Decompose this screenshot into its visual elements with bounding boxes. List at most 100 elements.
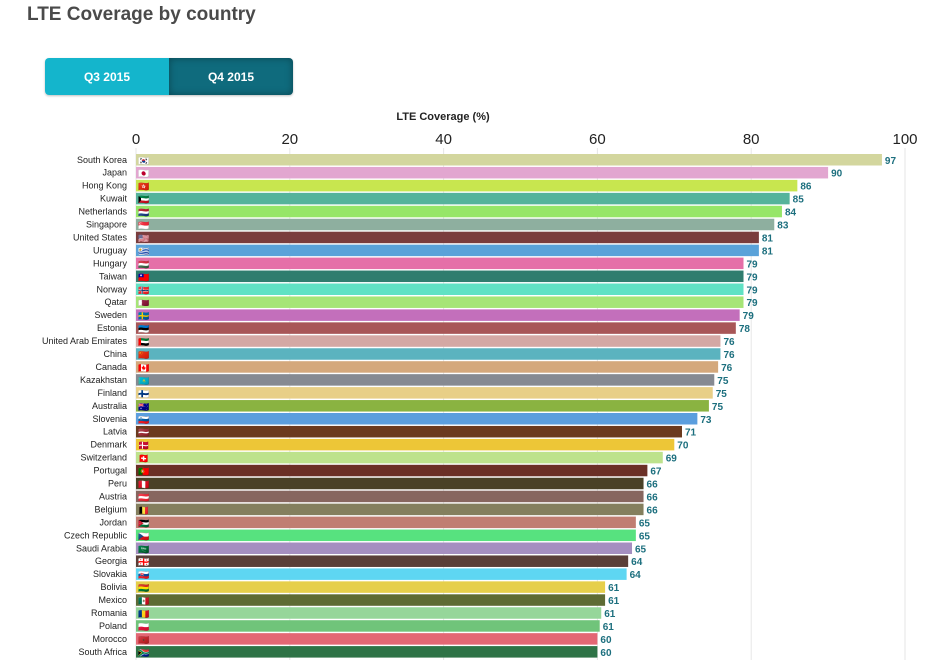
bar[interactable]	[136, 374, 715, 386]
category-label: Hong Kong	[82, 181, 127, 191]
category-label: Kazakhstan	[80, 375, 127, 385]
value-label: 65	[635, 544, 647, 555]
value-label: 61	[604, 609, 616, 620]
quarter-tabs: Q3 2015 Q4 2015	[45, 58, 293, 95]
bar[interactable]	[136, 516, 636, 529]
bar[interactable]	[136, 594, 606, 606]
category-label: Latvia	[103, 427, 127, 437]
flag-icon: 🇹🇼	[138, 272, 149, 282]
flag-icon: 🇩🇰	[138, 440, 149, 451]
bar[interactable]	[136, 529, 636, 542]
bar[interactable]	[136, 309, 740, 321]
bar[interactable]	[136, 192, 790, 205]
value-label: 69	[666, 454, 678, 465]
bar[interactable]	[136, 464, 648, 477]
bar-row: Uruguay 🇺🇾 81	[93, 244, 774, 257]
flag-icon: 🇧🇪	[138, 504, 149, 515]
flag-icon: 🇸🇰	[138, 570, 149, 580]
flag-icon: 🇦🇪	[138, 337, 149, 347]
bar[interactable]	[136, 218, 775, 231]
bar-row: Switzerland 🇨🇭 69	[80, 451, 678, 465]
bar[interactable]	[136, 555, 629, 567]
bar[interactable]	[136, 646, 598, 658]
value-label: 66	[647, 505, 659, 516]
value-label: 65	[639, 518, 651, 529]
tab-q3-2015[interactable]: Q3 2015	[45, 58, 169, 95]
bar[interactable]	[136, 179, 798, 192]
bar[interactable]	[136, 581, 606, 593]
category-label: Slovakia	[93, 569, 127, 579]
page-title: LTE Coverage by country	[27, 4, 256, 25]
bar-row: Australia 🇦🇺 75	[92, 400, 723, 413]
value-label: 61	[603, 622, 615, 633]
flag-icon: 🇸🇪	[138, 311, 149, 321]
x-tick-label: 40	[435, 131, 452, 148]
category-label: Austria	[99, 491, 127, 501]
value-label: 61	[608, 596, 620, 607]
value-label: 64	[631, 557, 643, 568]
bar[interactable]	[136, 438, 675, 451]
value-label: 75	[716, 389, 728, 400]
bar-row: Norway 🇳🇴 79	[96, 283, 758, 296]
bar-row: China 🇨🇳 76	[103, 348, 735, 361]
bar[interactable]	[136, 361, 719, 373]
x-tick-label: 80	[743, 131, 760, 148]
category-label: Belgium	[94, 504, 127, 514]
bar-row: Romania 🇷🇴 61	[91, 607, 616, 620]
bar[interactable]	[136, 568, 627, 580]
bar[interactable]	[136, 620, 600, 632]
bar[interactable]	[136, 335, 721, 347]
bar-row: Kazakhstan 🇰🇿 75	[80, 374, 729, 387]
tab-q4-2015[interactable]: Q4 2015	[169, 58, 293, 95]
bar[interactable]	[136, 296, 744, 308]
value-label: 78	[739, 324, 751, 335]
bar[interactable]	[136, 348, 721, 360]
flag-icon: 🇨🇳	[138, 350, 149, 360]
value-label: 85	[793, 195, 805, 206]
bar[interactable]	[136, 283, 744, 296]
bar[interactable]	[136, 257, 744, 270]
flag-icon: 🇨🇦	[138, 363, 149, 373]
bar[interactable]	[136, 387, 713, 399]
bar[interactable]	[136, 166, 829, 179]
flag-icon: 🇵🇱	[138, 622, 149, 632]
bar-row: Austria 🇦🇹 66	[99, 490, 658, 503]
bar-row: Qatar 🇶🇦 79	[104, 296, 758, 309]
flag-icon: 🇿🇦	[138, 648, 149, 658]
flag-icon: 🇵🇹	[138, 467, 149, 477]
flag-icon: 🇸🇮	[138, 415, 149, 425]
category-label: Portugal	[93, 466, 127, 476]
category-label: South Korea	[77, 155, 127, 165]
bar[interactable]	[136, 413, 698, 425]
bar[interactable]	[136, 154, 882, 166]
bar[interactable]	[136, 270, 744, 283]
bar[interactable]	[136, 503, 644, 516]
bar[interactable]	[136, 231, 759, 244]
value-label: 75	[717, 376, 729, 387]
bar[interactable]	[136, 205, 782, 218]
value-label: 60	[600, 648, 612, 659]
flag-icon: 🇭🇺	[138, 259, 149, 269]
value-label: 81	[762, 246, 774, 257]
category-label: Taiwan	[99, 271, 127, 281]
bar[interactable]	[136, 607, 602, 619]
bar-row: United Arab Emirates 🇦🇪 76	[42, 335, 735, 348]
value-label: 71	[685, 428, 697, 439]
bar[interactable]	[136, 542, 633, 555]
bar[interactable]	[136, 322, 736, 334]
bar[interactable]	[136, 633, 598, 645]
bar[interactable]	[136, 451, 663, 464]
flag-icon: 🇳🇱	[138, 208, 149, 218]
bar[interactable]	[136, 490, 644, 503]
bar-row: Poland 🇵🇱 61	[99, 620, 614, 633]
value-label: 76	[723, 337, 735, 348]
value-label: 84	[785, 208, 797, 219]
bar[interactable]	[136, 477, 644, 490]
bar[interactable]	[136, 400, 709, 412]
x-tick-label: 100	[892, 131, 917, 148]
bar[interactable]	[136, 425, 682, 438]
category-label: Denmark	[90, 440, 127, 450]
bar[interactable]	[136, 244, 759, 257]
value-label: 76	[721, 363, 733, 374]
category-label: Saudi Arabia	[76, 543, 127, 553]
